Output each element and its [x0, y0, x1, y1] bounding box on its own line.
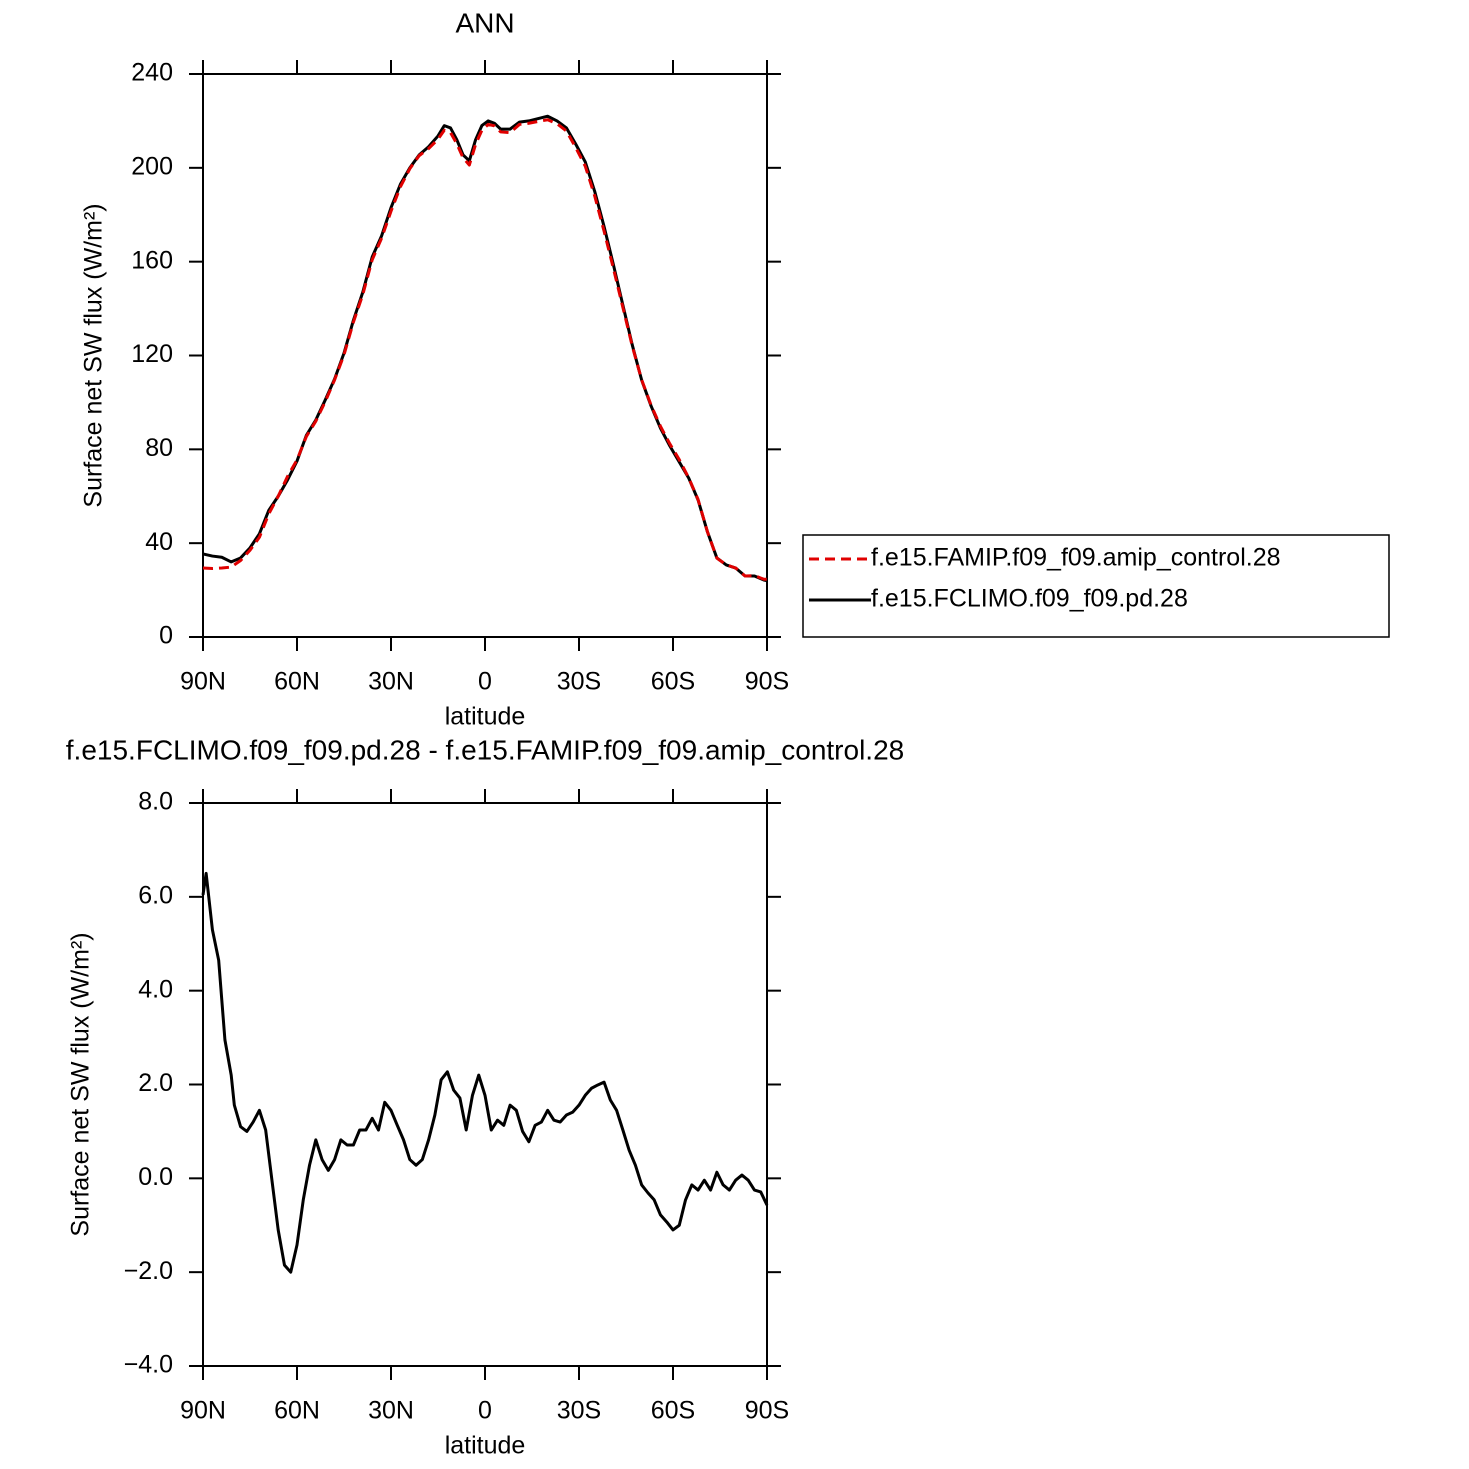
x-tick-label: 30N [368, 668, 414, 696]
chart-title: ANN [455, 7, 514, 38]
y-tick-label: 4.0 [138, 975, 173, 1003]
y-tick-label: 2.0 [138, 1069, 173, 1097]
x-tick-label: 0 [478, 1397, 492, 1425]
y-tick-label: 0.0 [138, 1163, 173, 1191]
x-axis-label: latitude [445, 1432, 526, 1460]
x-tick-label: 60N [274, 1397, 320, 1425]
chart-title: f.e15.FCLIMO.f09_f09.pd.28 - f.e15.FAMIP… [66, 734, 904, 765]
data-line [201, 871, 769, 1274]
x-tick-label: 90S [745, 668, 789, 696]
y-tick-label: 40 [145, 528, 173, 556]
x-axis-label: latitude [445, 703, 526, 731]
x-tick-label: 90N [180, 1397, 226, 1425]
y-tick-label: 80 [145, 434, 173, 462]
data-line [202, 118, 767, 581]
y-axis-label: Surface net SW flux (W/m²) [67, 932, 95, 1236]
y-tick-label: 0 [159, 622, 173, 650]
x-tick-label: 30S [557, 668, 601, 696]
legend-label: f.e15.FAMIP.f09_f09.amip_control.28 [871, 544, 1281, 572]
y-tick-label: 120 [131, 340, 173, 368]
x-tick-label: 30S [557, 1397, 601, 1425]
y-axis-label: Surface net SW flux (W/m²) [80, 203, 108, 507]
data-line [202, 114, 768, 583]
y-tick-label: 200 [131, 152, 173, 180]
x-tick-label: 0 [478, 668, 492, 696]
x-tick-label: 60N [274, 668, 320, 696]
y-tick-label: 8.0 [138, 788, 173, 816]
plot-frame [202, 73, 768, 638]
y-tick-label: −4.0 [124, 1351, 173, 1379]
y-tick-label: 240 [131, 59, 173, 87]
x-tick-label: 90S [745, 1397, 789, 1425]
plot-frame [202, 802, 768, 1367]
x-tick-label: 60S [651, 668, 695, 696]
y-tick-label: −2.0 [124, 1257, 173, 1285]
x-tick-label: 30N [368, 1397, 414, 1425]
x-tick-label: 60S [651, 1397, 695, 1425]
legend-label: f.e15.FCLIMO.f09_f09.pd.28 [871, 585, 1188, 613]
y-tick-label: 160 [131, 246, 173, 274]
y-tick-label: 6.0 [138, 881, 173, 909]
x-tick-label: 90N [180, 668, 226, 696]
legend-box [802, 534, 1390, 638]
